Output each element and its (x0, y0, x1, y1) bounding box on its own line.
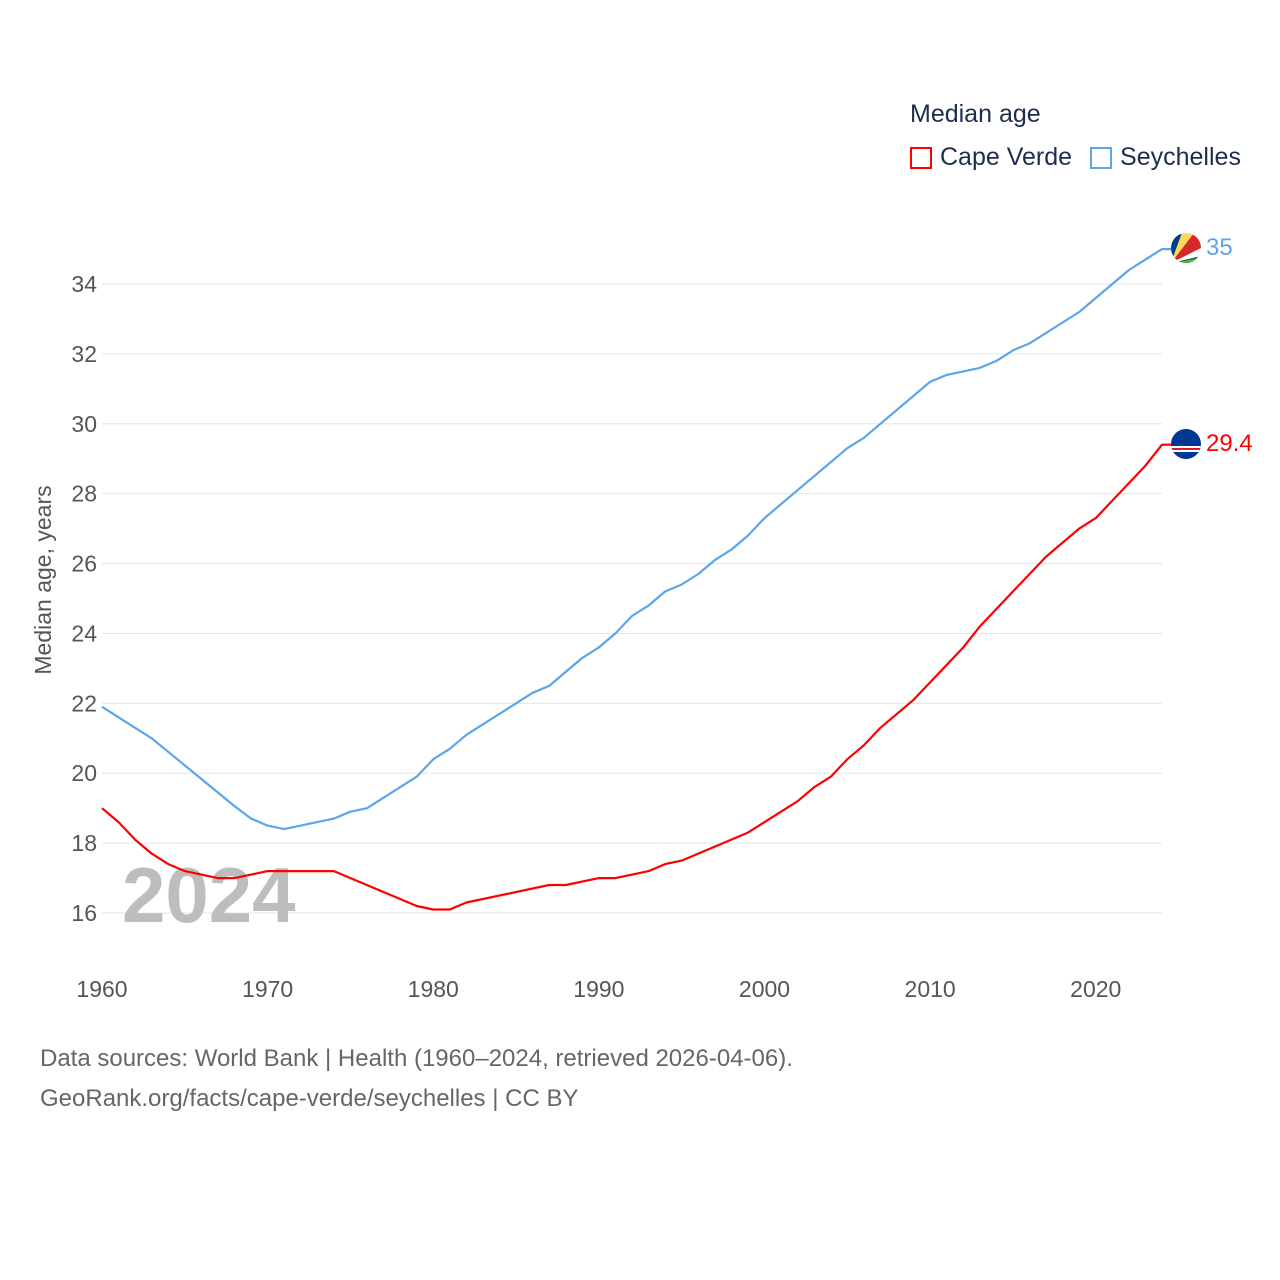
x-tick-label: 2020 (1070, 976, 1121, 1002)
x-tick-label: 1970 (242, 976, 293, 1002)
y-axis-ticks: 16 18 20 22 24 26 28 30 32 34 (71, 271, 97, 926)
y-tick-label: 28 (71, 481, 97, 507)
x-tick-label: 2000 (739, 976, 790, 1002)
series-line-cape-verde (101, 443, 1172, 911)
series-lines (101, 248, 1172, 911)
grid-lines (102, 283, 1162, 914)
y-tick-label: 18 (71, 830, 97, 856)
seychelles-end-value: 35 (1206, 234, 1233, 261)
y-tick-label: 34 (71, 271, 97, 297)
footer-sources: Data sources: World Bank | Health (1960–… (40, 1045, 793, 1072)
legend-label: Seychelles (1120, 143, 1241, 171)
footer-link[interactable]: GeoRank.org/facts/cape-verde/seychelles … (40, 1085, 579, 1112)
legend-swatch-cape-verde (910, 146, 932, 169)
y-tick-label: 16 (71, 900, 97, 926)
cape-verde-end-value: 29.4 (1206, 430, 1253, 457)
y-axis-label: Median age, years (30, 485, 56, 674)
legend-item-seychelles[interactable]: Seychelles (1090, 143, 1241, 172)
x-axis-ticks: 1960 1970 1980 1990 2000 2010 2020 (76, 976, 1121, 1002)
y-tick-label: 26 (71, 551, 97, 577)
x-tick-label: 1960 (76, 976, 127, 1002)
y-tick-label: 22 (71, 690, 97, 716)
y-tick-label: 32 (71, 341, 97, 367)
cape-verde-flag (1171, 429, 1201, 459)
y-tick-label: 24 (71, 620, 97, 646)
x-tick-label: 1980 (408, 976, 459, 1002)
x-tick-label: 2010 (905, 976, 956, 1002)
x-tick-label: 1990 (573, 976, 624, 1002)
seychelles-flag (1171, 233, 1201, 263)
series-line-seychelles (101, 248, 1172, 831)
y-tick-label: 30 (71, 411, 97, 437)
year-watermark: 2024 (122, 851, 296, 939)
legend-title: Median age (910, 100, 1041, 128)
legend: Cape Verde Seychelles (910, 143, 1259, 172)
y-tick-label: 20 (71, 760, 97, 786)
legend-label: Cape Verde (940, 143, 1073, 171)
legend-swatch-seychelles (1090, 146, 1113, 169)
legend-item-cape-verde[interactable]: Cape Verde (910, 143, 1072, 172)
